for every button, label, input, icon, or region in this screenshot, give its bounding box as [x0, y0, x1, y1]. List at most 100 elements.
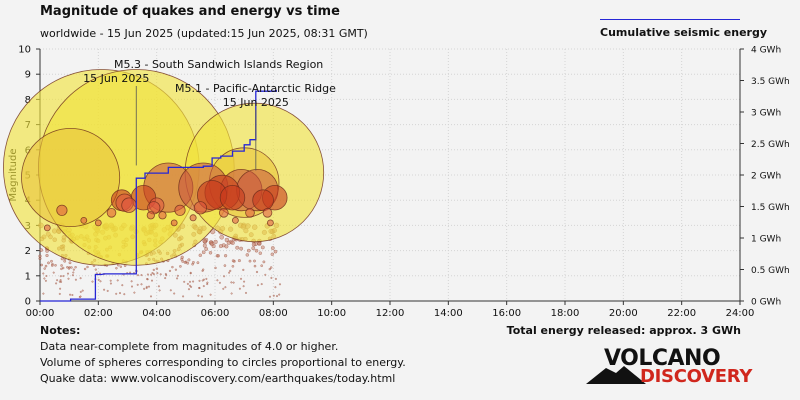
small-quake-dot	[260, 245, 265, 250]
small-quake-dot	[140, 283, 143, 286]
small-quake-dot	[133, 291, 136, 294]
small-quake-dot	[235, 245, 240, 250]
small-quake-dot	[123, 293, 126, 296]
small-quake-dot	[186, 282, 189, 285]
small-quake-dot	[270, 276, 273, 279]
x-tick-label: 16:00	[492, 308, 521, 319]
small-quake-dot	[276, 295, 279, 298]
small-quake-dot	[260, 283, 263, 286]
small-quake-dot	[140, 274, 143, 277]
logo-word-discovery: DISCOVERY	[640, 366, 753, 387]
small-quake-dot	[38, 254, 42, 258]
quake-bubble	[231, 216, 239, 224]
y2-tick-label: 0 GWh	[751, 298, 781, 308]
small-quake-dot	[152, 273, 155, 276]
annotation-date: 15 Jun 2025	[223, 96, 289, 109]
small-quake-dot	[176, 274, 179, 277]
small-quake-dot	[143, 287, 146, 290]
small-quake-dot	[278, 293, 281, 296]
small-quake-dot	[224, 254, 228, 258]
small-quake-dot	[209, 293, 212, 296]
small-quake-dot	[198, 253, 203, 258]
quake-bubble	[158, 211, 167, 220]
small-quake-dot	[156, 272, 159, 275]
x-tick-label: 10:00	[317, 308, 346, 319]
x-tick-label: 20:00	[609, 308, 638, 319]
small-quake-dot	[91, 280, 94, 283]
small-quake-dot	[202, 268, 205, 271]
chart-title: Magnitude of quakes and energy vs time	[40, 4, 340, 19]
quake-bubble	[174, 204, 186, 216]
small-quake-dot	[274, 277, 277, 280]
y-tick-label: 1	[25, 271, 31, 282]
small-quake-dot	[45, 253, 49, 258]
small-quake-dot	[45, 275, 48, 278]
small-quake-dot	[183, 260, 187, 264]
small-quake-dot	[54, 263, 57, 267]
quake-bubble	[245, 208, 255, 218]
small-quake-dot	[121, 284, 124, 287]
x-tick-label: 18:00	[551, 308, 580, 319]
small-quake-dot	[208, 251, 213, 255]
small-quake-dot	[70, 266, 73, 269]
small-quake-dot	[55, 282, 58, 285]
y2-tick-label: 4 GWh	[751, 46, 781, 56]
small-quake-dot	[260, 264, 264, 268]
small-quake-dot	[130, 280, 133, 283]
small-quake-dot	[228, 271, 231, 274]
small-quake-dot	[43, 277, 46, 280]
small-quake-dot	[158, 289, 161, 292]
small-quake-dot	[242, 285, 245, 288]
quake-bubble	[266, 219, 274, 227]
quake-bubble	[219, 184, 246, 211]
volcanodiscovery-logo[interactable]: VOLCANO DISCOVERY	[586, 346, 756, 388]
small-quake-dot	[159, 273, 162, 276]
small-quake-dot	[81, 289, 84, 292]
note-line-1: Data near-complete from magnitudes of 4.…	[40, 340, 339, 353]
small-quake-dot	[204, 247, 209, 251]
small-quake-dot	[71, 294, 74, 297]
small-quake-dot	[251, 246, 256, 251]
small-quake-dot	[59, 287, 62, 290]
small-quake-dot	[264, 273, 267, 276]
small-quake-dot	[38, 257, 42, 261]
quake-bubble	[170, 219, 178, 227]
small-quake-dot	[106, 289, 109, 292]
chart-subtitle: worldwide - 15 Jun 2025 (updated:15 Jun …	[40, 27, 368, 40]
note-line-3[interactable]: Quake data: www.volcanodiscovery.com/ear…	[40, 372, 396, 385]
small-quake-dot	[116, 279, 119, 282]
small-quake-dot	[218, 244, 223, 249]
small-quake-dot	[150, 273, 153, 276]
small-quake-dot	[202, 278, 205, 281]
small-quake-dot	[191, 260, 195, 264]
small-quake-dot	[216, 254, 220, 258]
small-quake-dot	[224, 244, 229, 249]
small-quake-dot	[71, 274, 74, 277]
small-quake-dot	[187, 258, 191, 262]
energy-series	[40, 89, 277, 302]
small-quake-dot	[97, 278, 100, 281]
logo-word-volcano: VOLCANO	[604, 346, 721, 371]
quake-bubbles	[3, 69, 325, 266]
small-quake-dot	[62, 275, 65, 278]
small-quake-dot	[147, 285, 150, 288]
small-quake-dot	[188, 280, 191, 283]
small-quake-dot	[201, 250, 206, 255]
x-tick-label: 06:00	[201, 308, 230, 319]
small-quake-dot	[243, 280, 246, 283]
small-quake-dot	[229, 269, 232, 272]
small-quake-dot	[165, 274, 168, 277]
note-line-2: Volume of spheres corresponding to circl…	[40, 356, 406, 369]
small-quake-dot	[270, 252, 274, 257]
small-quake-dot	[109, 279, 112, 282]
small-quake-dot	[69, 293, 72, 296]
x-tick-label: 04:00	[142, 308, 171, 319]
small-quake-dot	[179, 265, 182, 268]
small-quake-dot	[39, 248, 44, 252]
y-tick-label: 8	[25, 95, 31, 106]
quake-bubble	[146, 211, 155, 220]
small-quake-dot	[230, 281, 233, 284]
small-quake-dot	[248, 259, 252, 263]
